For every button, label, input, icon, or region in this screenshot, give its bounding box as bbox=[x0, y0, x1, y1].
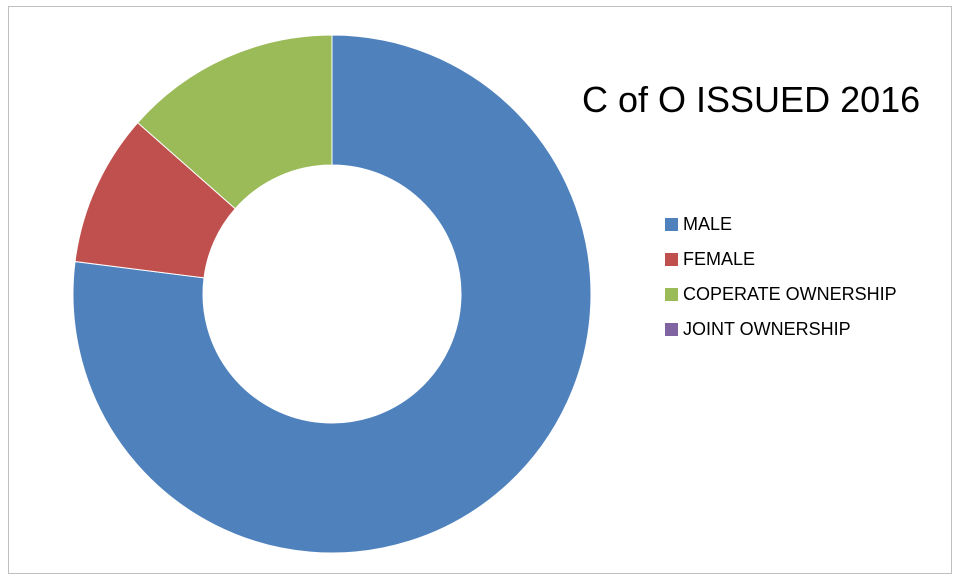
donut-slices bbox=[72, 34, 592, 554]
legend-label-joint-ownership: JOINT OWNERSHIP bbox=[683, 319, 851, 339]
slice-coperate-ownership bbox=[137, 34, 333, 210]
legend-label-female: FEMALE bbox=[683, 249, 756, 269]
legend-item-joint-ownership: JOINT OWNERSHIP bbox=[665, 312, 897, 347]
chart-area: C of O ISSUED 2016 MALE FEMALE COPERATE … bbox=[8, 6, 952, 574]
legend-swatch-male bbox=[665, 218, 678, 231]
legend: MALE FEMALE COPERATE OWNERSHIP JOINT OWN… bbox=[665, 207, 897, 347]
legend-swatch-female bbox=[665, 253, 678, 266]
legend-item-coperate-ownership: COPERATE OWNERSHIP bbox=[665, 277, 897, 312]
legend-label-male: MALE bbox=[683, 214, 733, 234]
chart-title: C of O ISSUED 2016 bbox=[582, 79, 921, 120]
donut-chart bbox=[72, 34, 592, 554]
legend-swatch-coperate-ownership bbox=[665, 288, 678, 301]
legend-label-coperate-ownership: COPERATE OWNERSHIP bbox=[683, 284, 897, 304]
legend-item-male: MALE bbox=[665, 207, 897, 242]
legend-item-female: FEMALE bbox=[665, 242, 897, 277]
legend-swatch-joint-ownership bbox=[665, 323, 678, 336]
slice-male bbox=[72, 34, 592, 554]
